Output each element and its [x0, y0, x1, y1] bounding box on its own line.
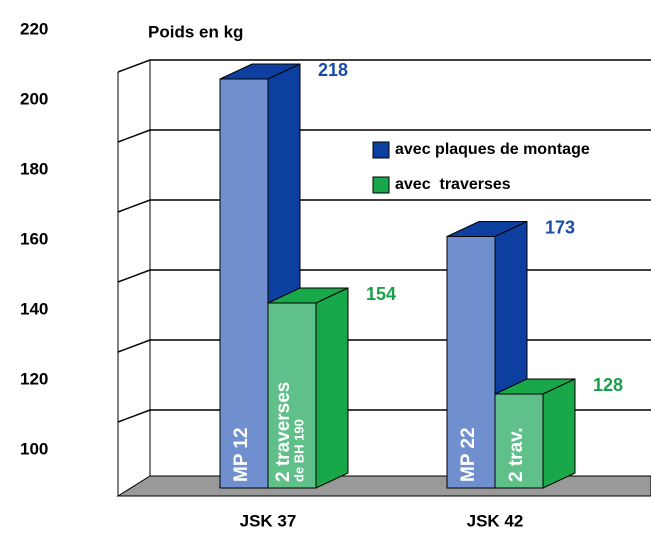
grid-line [117, 129, 651, 143]
value-label: 173 [545, 217, 575, 237]
bar [494, 393, 544, 489]
bar-annotation: 2 traverses [273, 382, 294, 482]
bar-annotation: de BH 190 [291, 419, 306, 482]
grid-line [117, 59, 651, 73]
y-tick-label: 160 [20, 229, 48, 248]
bar-side [315, 287, 349, 489]
value-label: 128 [593, 375, 623, 395]
bar [219, 78, 269, 489]
y-tick-label: 200 [20, 89, 48, 108]
grid-line [117, 199, 651, 213]
bar-annotation: MP 12 [231, 427, 252, 482]
grid-line [117, 339, 651, 353]
chart-title: Poids en kg [148, 22, 243, 41]
y-tick-label: 140 [20, 299, 48, 318]
legend-label: avec traverses [395, 176, 511, 193]
bar [446, 236, 496, 489]
bar-annotation: 2 trav. [506, 427, 527, 482]
y-tick-label: 100 [20, 439, 48, 458]
x-tick-label: JSK 42 [467, 511, 524, 530]
value-label: 218 [318, 60, 348, 80]
legend-swatch [372, 141, 390, 159]
floor [116, 475, 651, 497]
value-label: 154 [366, 284, 396, 304]
grid-line [117, 269, 651, 283]
bar [267, 302, 317, 489]
legend-label: avec plaques de montage [395, 141, 590, 158]
bar-side [542, 378, 576, 489]
y-tick-label: 120 [20, 369, 48, 388]
bar-annotation: MP 22 [458, 427, 479, 482]
legend-swatch [372, 176, 390, 194]
y-tick-label: 180 [20, 159, 48, 178]
y-tick-label: 220 [20, 19, 48, 38]
x-tick-label: JSK 37 [240, 511, 297, 530]
